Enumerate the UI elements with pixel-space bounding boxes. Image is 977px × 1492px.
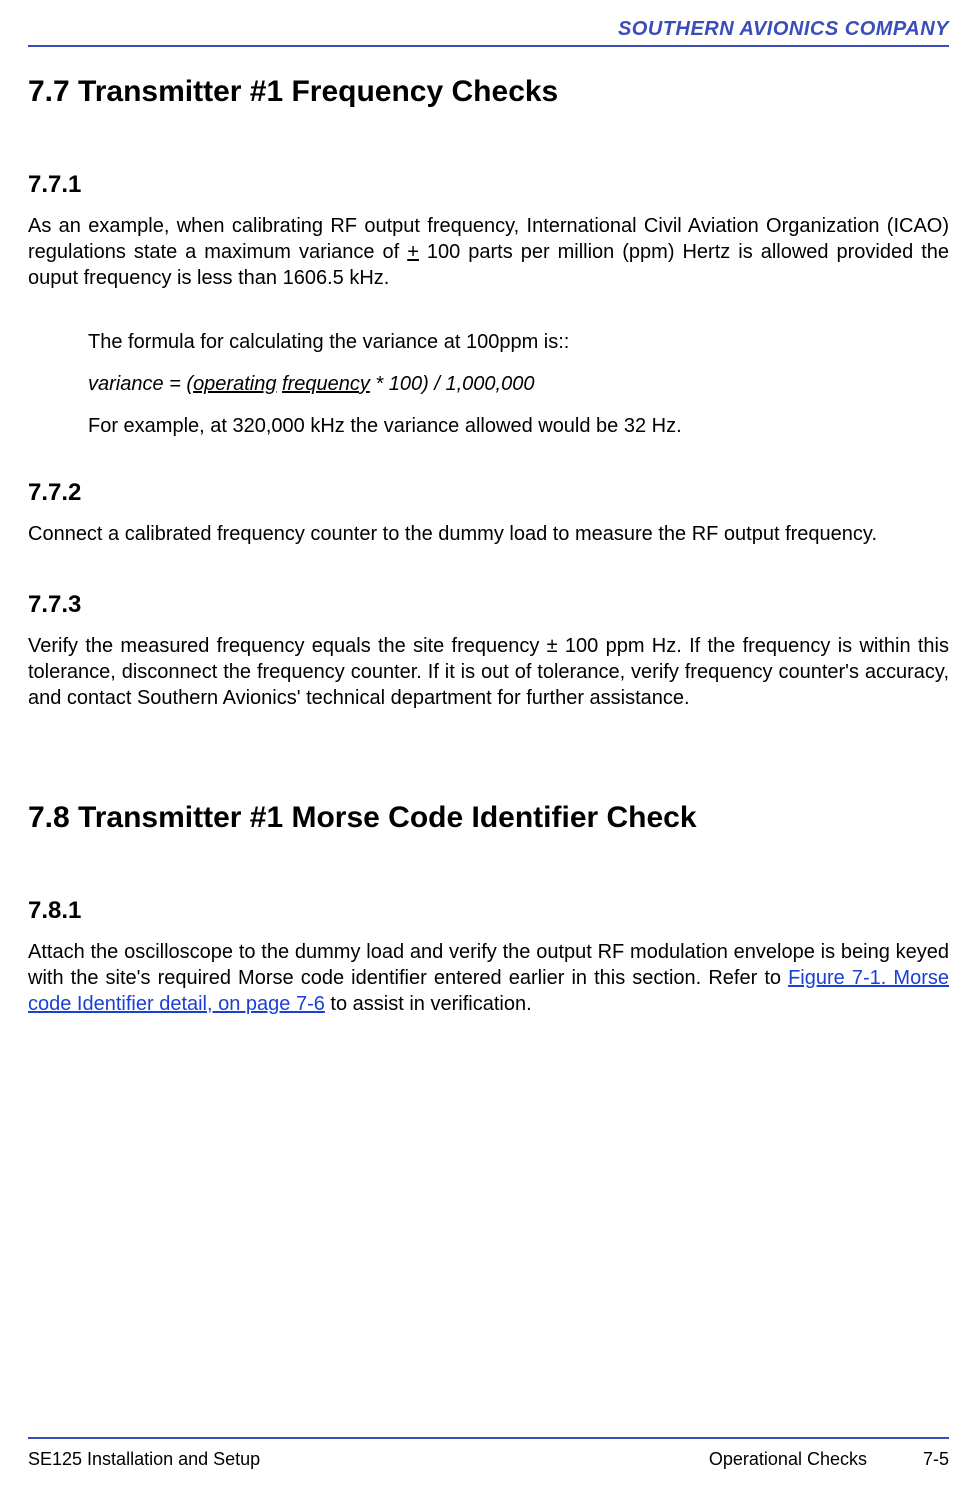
page-footer: SE125 Installation and Setup Operational… xyxy=(28,1437,949,1470)
formula-intro: The formula for calculating the variance… xyxy=(88,329,949,355)
section-7-8-heading: 7.8 Transmitter #1 Morse Code Identifier… xyxy=(28,801,949,835)
formula-example: For example, at 320,000 kHz the variance… xyxy=(88,413,949,439)
page-header: SOUTHERN AVIONICS COMPANY xyxy=(28,0,949,47)
footer-doc-title: SE125 Installation and Setup xyxy=(28,1449,260,1470)
section-7-7-3-para: Verify the measured frequency equals the… xyxy=(28,633,949,711)
section-7-8-1-para: Attach the oscilloscope to the dummy loa… xyxy=(28,939,949,1017)
text: to assist in verification. xyxy=(325,993,532,1015)
company-name: SOUTHERN AVIONICS COMPANY xyxy=(618,18,949,40)
text: * 100) / 1,000,000 xyxy=(370,373,535,395)
text: variance = ( xyxy=(88,373,193,395)
section-7-7-1-num: 7.7.1 xyxy=(28,171,949,199)
section-7-7-heading: 7.7 Transmitter #1 Frequency Checks xyxy=(28,75,949,109)
section-7-7-3-num: 7.7.3 xyxy=(28,591,949,619)
section-7-7-1-para: As an example, when calibrating RF outpu… xyxy=(28,213,949,291)
section-7-7-2-para: Connect a calibrated frequency counter t… xyxy=(28,521,949,547)
section-7-7-2-num: 7.7.2 xyxy=(28,479,949,507)
plus-minus-underline: + xyxy=(407,241,419,263)
footer-section-title: Operational Checks xyxy=(709,1449,867,1470)
footer-page-number: 7-5 xyxy=(923,1449,949,1470)
formula-equation: variance = (operating frequency * 100) /… xyxy=(88,371,949,397)
formula-block: The formula for calculating the variance… xyxy=(28,329,949,439)
underline-operating: operating xyxy=(193,373,276,395)
underline-frequency: frequency xyxy=(282,373,370,395)
page-content: 7.7 Transmitter #1 Frequency Checks 7.7.… xyxy=(28,47,949,1017)
section-7-8-1-num: 7.8.1 xyxy=(28,897,949,925)
footer-right-group: Operational Checks 7-5 xyxy=(709,1449,949,1470)
